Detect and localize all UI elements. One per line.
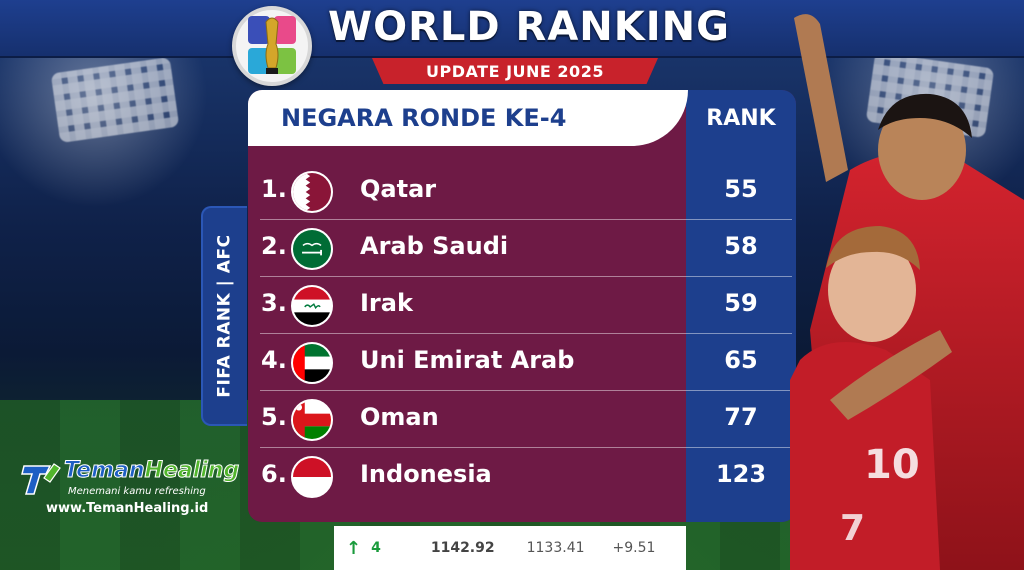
up-arrow-icon: ↑ [346, 537, 362, 559]
country-name: Uni Emirat Arab [360, 346, 575, 374]
update-ribbon: UPDATE JUNE 2025 [372, 58, 658, 84]
row-number: 5. [261, 403, 287, 431]
iraq-flag-icon [291, 285, 333, 327]
uae-flag-icon [291, 342, 333, 384]
svg-text:10: 10 [864, 442, 920, 488]
row-number: 1. [261, 175, 287, 203]
ranking-stats-bar: ↑ 4 1142.92 1133.41 +9.51 [334, 526, 686, 570]
table-row: 3. Irak 59 [248, 277, 796, 334]
indonesia-flag-icon [291, 456, 333, 498]
row-number: 6. [261, 460, 287, 488]
rank-column: RANK [686, 90, 796, 522]
rank-change: 4 [371, 540, 381, 556]
table-row: 1. Qatar 55 [248, 163, 796, 220]
brand-name: TemanHealing [64, 458, 240, 484]
world-cup-logo-icon [232, 6, 312, 86]
table-row: 5. Oman 77 [248, 391, 796, 448]
ranking-table: RANK NEGARA RONDE KE-4 1. Qatar 55 2. [248, 90, 796, 522]
previous-points: 1133.41 [526, 540, 585, 556]
current-points: 1142.92 [430, 540, 495, 556]
table-row: 2. Arab Saudi 58 [248, 220, 796, 277]
country-name: Arab Saudi [360, 232, 509, 260]
rank-value: 58 [724, 232, 758, 260]
country-name: Indonesia [360, 460, 492, 488]
brand-tagline: Menemani kamu refreshing [68, 486, 206, 497]
brand-url: www.TemanHealing.id [46, 501, 209, 516]
qatar-flag-icon [291, 171, 333, 213]
row-number: 4. [261, 346, 287, 374]
page-title: WORLD RANKING [328, 4, 730, 50]
table-rows: 1. Qatar 55 2. Arab Saudi [248, 163, 796, 505]
side-tag-label: FIFA RANK | AFC [215, 234, 235, 398]
rank-value: 123 [715, 460, 767, 488]
brand-logo: TemanHealing Menemani kamu refreshing ww… [20, 456, 240, 526]
brand-name-part1: Teman [64, 458, 146, 484]
players-photo: 10 7 [790, 14, 1024, 570]
rank-value: 65 [724, 346, 758, 374]
oman-flag-icon [291, 399, 333, 441]
country-name: Qatar [360, 175, 437, 203]
side-tag: FIFA RANK | AFC [201, 206, 247, 426]
floodlight-left [50, 56, 180, 144]
table-heading: NEGARA RONDE KE-4 [248, 90, 688, 146]
table-row: 6. Indonesia 123 [248, 448, 796, 505]
rank-value: 59 [724, 289, 758, 317]
points-difference: +9.51 [612, 540, 656, 556]
teman-healing-logo-icon [21, 463, 61, 495]
country-name: Oman [360, 403, 439, 431]
rank-value: 77 [724, 403, 758, 431]
rank-value: 55 [724, 175, 758, 203]
svg-text:7: 7 [840, 508, 865, 549]
saudi-arabia-flag-icon [291, 228, 333, 270]
row-number: 2. [261, 232, 287, 260]
header-bar [0, 0, 1024, 58]
row-number: 3. [261, 289, 287, 317]
country-name: Irak [360, 289, 413, 317]
brand-name-part2: Healing [144, 458, 240, 484]
table-row: 4. Uni Emirat Arab 65 [248, 334, 796, 391]
table-heading-label: NEGARA RONDE KE-4 [281, 104, 567, 132]
rank-heading: RANK [706, 105, 776, 131]
